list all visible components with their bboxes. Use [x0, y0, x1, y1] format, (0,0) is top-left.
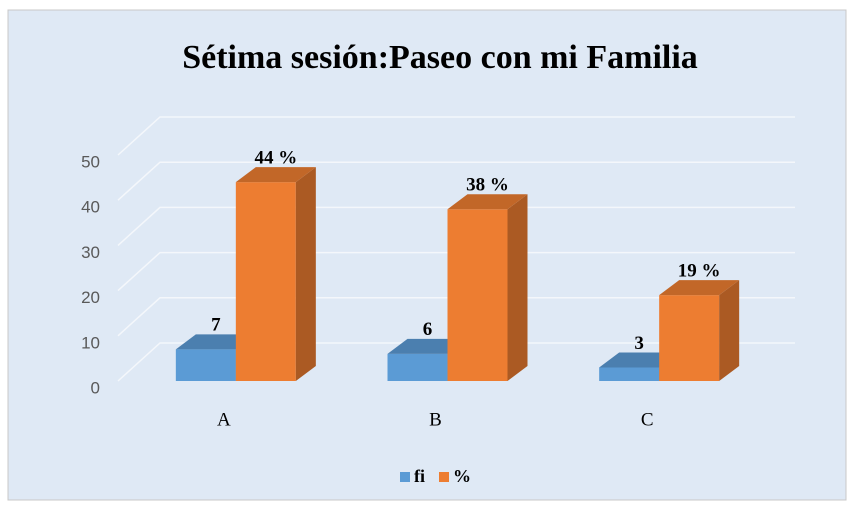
bar — [659, 280, 740, 381]
bar-top — [659, 280, 740, 296]
y-tick-label: 40 — [81, 198, 100, 217]
x-tick-label: B — [429, 409, 442, 430]
y-tick-label: 0 — [91, 378, 100, 397]
grid-line — [117, 161, 795, 201]
bar-side — [295, 167, 316, 381]
legend-label: % — [453, 466, 471, 486]
value-label: 7 — [211, 315, 221, 336]
value-label: 38 % — [466, 175, 509, 196]
grid-line — [117, 297, 795, 337]
legend-label: fi — [414, 466, 425, 486]
y-tick-label: 50 — [81, 152, 100, 171]
bar — [235, 167, 316, 381]
x-tick-label: C — [641, 409, 654, 430]
chart-area — [7, 9, 847, 501]
y-tick-label: 20 — [81, 288, 100, 307]
x-tick-label: A — [217, 409, 231, 430]
value-label: 44 % — [254, 147, 297, 168]
chart-title: Sétima sesión:Paseo con mi Familia — [182, 39, 698, 76]
bar-side — [507, 194, 528, 381]
bars — [175, 167, 740, 381]
grid-line — [117, 342, 795, 382]
grid-line — [117, 251, 795, 292]
bar-top — [235, 167, 316, 183]
y-tick-label: 30 — [81, 243, 100, 262]
bar-top — [447, 194, 528, 210]
bar-front — [235, 182, 296, 381]
bar-front — [599, 367, 660, 381]
bar-front — [659, 295, 720, 381]
bar-front — [387, 353, 448, 381]
bar-front — [175, 349, 236, 381]
bar-side — [719, 280, 740, 381]
value-label: 6 — [423, 319, 433, 340]
bar — [447, 194, 528, 381]
grid-line — [117, 116, 795, 156]
grid: 0 10 20 30 40 50 — [81, 116, 795, 397]
y-tick-label: 10 — [81, 333, 100, 352]
legend-swatch — [400, 472, 410, 482]
bar-front — [447, 209, 508, 381]
value-label: 3 — [634, 333, 644, 354]
legend-swatch — [439, 472, 449, 482]
value-label: 19 % — [678, 260, 721, 281]
grid-line — [117, 206, 795, 246]
